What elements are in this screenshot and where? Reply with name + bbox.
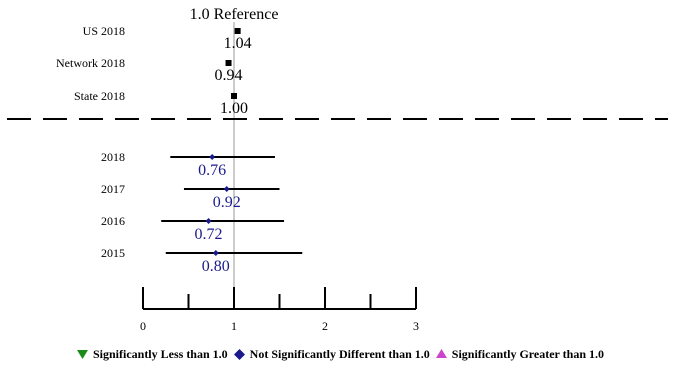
benchmark-marker [225, 60, 232, 66]
point-marker [209, 154, 216, 160]
benchmark-label: Network 2018 [56, 56, 125, 70]
benchmark-value: 1.00 [220, 100, 248, 117]
point-value: 0.76 [198, 162, 226, 179]
benchmark-label: US 2018 [83, 24, 125, 38]
legend-label-less: Significantly Less than 1.0 [92, 346, 228, 361]
x-tick-label: 3 [413, 319, 419, 333]
row-label: 2018 [101, 150, 125, 164]
legend-item-greater: Significantly Greater than 1.0 [435, 346, 605, 362]
benchmark-marker [234, 28, 241, 34]
legend-label-greater: Significantly Greater than 1.0 [451, 346, 605, 361]
diamond-icon [233, 348, 245, 360]
triangle-up-icon [435, 349, 447, 358]
legend-label-not-different: Not Significantly Different than 1.0 [249, 346, 430, 361]
point-value: 0.72 [195, 226, 223, 243]
x-tick-label: 2 [322, 319, 328, 333]
point-marker [223, 186, 230, 192]
benchmark-value: 0.94 [215, 67, 243, 84]
row-label: 2017 [101, 182, 125, 196]
benchmark-marker [231, 93, 237, 99]
legend: Significantly Less than 1.0 Not Signific… [0, 344, 681, 364]
row-label: 2016 [101, 214, 125, 228]
point-marker [212, 250, 219, 256]
point-value: 0.92 [213, 194, 241, 211]
benchmark-value: 1.04 [224, 35, 252, 52]
reference-label: 1.0 Reference [190, 6, 279, 23]
point-value: 0.80 [202, 258, 230, 275]
row-label: 2015 [101, 246, 125, 260]
legend-item-less: Significantly Less than 1.0 [76, 346, 228, 362]
x-tick-label: 0 [140, 319, 146, 333]
x-tick-label: 1 [231, 319, 237, 333]
legend-item-not-different: Not Significantly Different than 1.0 [233, 346, 430, 362]
benchmark-label: State 2018 [74, 89, 125, 103]
point-marker [205, 218, 212, 224]
triangle-down-icon [76, 350, 88, 359]
